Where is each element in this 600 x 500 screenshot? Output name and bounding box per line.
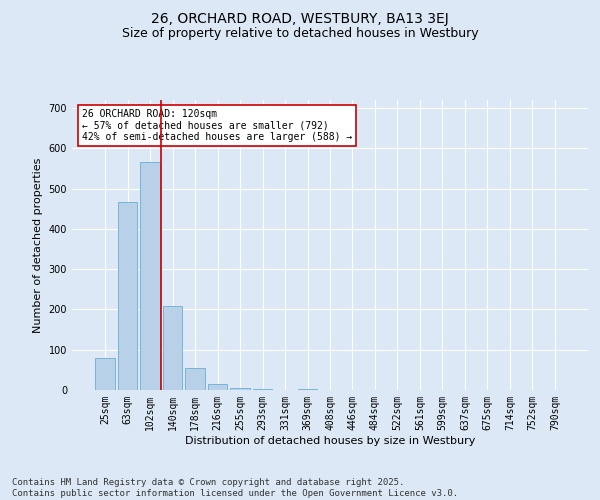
Bar [208, 384, 227, 390]
Bar [298, 389, 317, 390]
Bar [163, 306, 182, 390]
Text: 26 ORCHARD ROAD: 120sqm
← 57% of detached houses are smaller (792)
42% of semi-d: 26 ORCHARD ROAD: 120sqm ← 57% of detache… [82, 108, 353, 142]
Bar [253, 389, 272, 390]
Bar [185, 368, 205, 390]
Text: Size of property relative to detached houses in Westbury: Size of property relative to detached ho… [122, 28, 478, 40]
Y-axis label: Number of detached properties: Number of detached properties [33, 158, 43, 332]
X-axis label: Distribution of detached houses by size in Westbury: Distribution of detached houses by size … [185, 436, 475, 446]
Text: 26, ORCHARD ROAD, WESTBURY, BA13 3EJ: 26, ORCHARD ROAD, WESTBURY, BA13 3EJ [151, 12, 449, 26]
Bar [95, 358, 115, 390]
Bar [140, 162, 160, 390]
Bar [118, 202, 137, 390]
Text: Contains HM Land Registry data © Crown copyright and database right 2025.
Contai: Contains HM Land Registry data © Crown c… [12, 478, 458, 498]
Bar [230, 388, 250, 390]
